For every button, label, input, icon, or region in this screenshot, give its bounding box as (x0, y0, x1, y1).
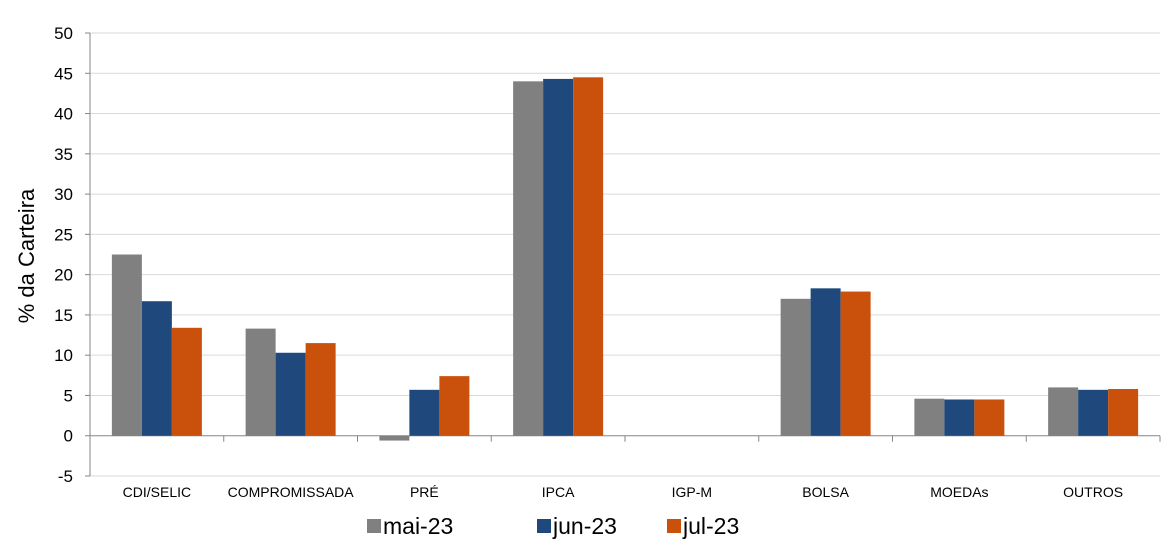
bar-jun-23-BOLSA (810, 288, 841, 436)
y-tick-label: 20 (54, 266, 73, 285)
tick-labels: -5 0 5 10 15 20 25 30 35 40 45 50 (54, 24, 73, 486)
x-category-label: BOLSA (802, 484, 849, 500)
y-tick-label: 25 (54, 225, 73, 244)
x-category-label: CDI/SELIC (123, 484, 191, 500)
bar-mai-23-OUTROS (1048, 387, 1079, 436)
bar-mai-23-COMPROMISSADA (245, 328, 276, 436)
y-tick-label: -5 (58, 467, 73, 486)
bar-jul-23-MOEDAs (974, 399, 1005, 436)
x-category-label: OUTROS (1063, 484, 1123, 500)
x-category-label: IPCA (542, 484, 575, 500)
legend-label-mai-23: mai-23 (383, 513, 453, 539)
category-labels: CDI/SELIC COMPROMISSADA PRÉ IPCA IGP-M BOLSA M… (123, 484, 1123, 500)
y-tick-label: 30 (54, 185, 73, 204)
bar-jun-23-IPCA (543, 78, 574, 436)
x-category-label: PRÉ (410, 484, 439, 500)
bar-mai-23-PRÉ (379, 435, 410, 441)
bars (111, 77, 1139, 441)
x-category-label: COMPROMISSADA (228, 484, 355, 500)
y-tick-label: 40 (54, 105, 73, 124)
bar-mai-23-MOEDAs (914, 398, 945, 436)
bar-jul-23-CDI/SELIC (171, 327, 202, 436)
bar-jul-23-COMPROMISSADA (305, 343, 336, 436)
bar-jun-23-COMPROMISSADA (275, 352, 306, 436)
y-tick-label: 35 (54, 145, 73, 164)
legend-swatch-mai-23 (367, 519, 381, 533)
y-tick-label: 0 (64, 427, 73, 446)
bar-mai-23-IPCA (513, 81, 544, 436)
x-category-label: IGP-M (672, 484, 712, 500)
y-tick-label: 5 (64, 386, 73, 405)
y-tick-label: 50 (54, 24, 73, 43)
bar-jul-23-BOLSA (840, 291, 871, 436)
bar-jun-23-MOEDAs (944, 399, 975, 436)
bar-mai-23-BOLSA (780, 298, 811, 436)
y-tick-label: 10 (54, 346, 73, 365)
bar-jun-23-CDI/SELIC (141, 301, 172, 436)
bar-jun-23-OUTROS (1078, 389, 1109, 436)
legend-label-jul-23: jul-23 (682, 513, 739, 539)
legend: mai-23 jun-23 jul-23 (367, 513, 739, 539)
bar-jul-23-IPCA (573, 77, 604, 436)
y-axis-title: % da Carteira (14, 188, 39, 323)
bar-jun-23-PRÉ (409, 389, 440, 436)
bar-jul-23-OUTROS (1108, 389, 1139, 436)
bar-mai-23-CDI/SELIC (111, 254, 142, 436)
y-tick-label: 15 (54, 306, 73, 325)
y-tick-label: 45 (54, 64, 73, 83)
legend-label-jun-23: jun-23 (552, 513, 617, 539)
x-category-label: MOEDAs (930, 484, 988, 500)
legend-swatch-jul-23 (667, 519, 681, 533)
legend-swatch-jun-23 (537, 519, 551, 533)
bar-jul-23-PRÉ (439, 376, 470, 436)
